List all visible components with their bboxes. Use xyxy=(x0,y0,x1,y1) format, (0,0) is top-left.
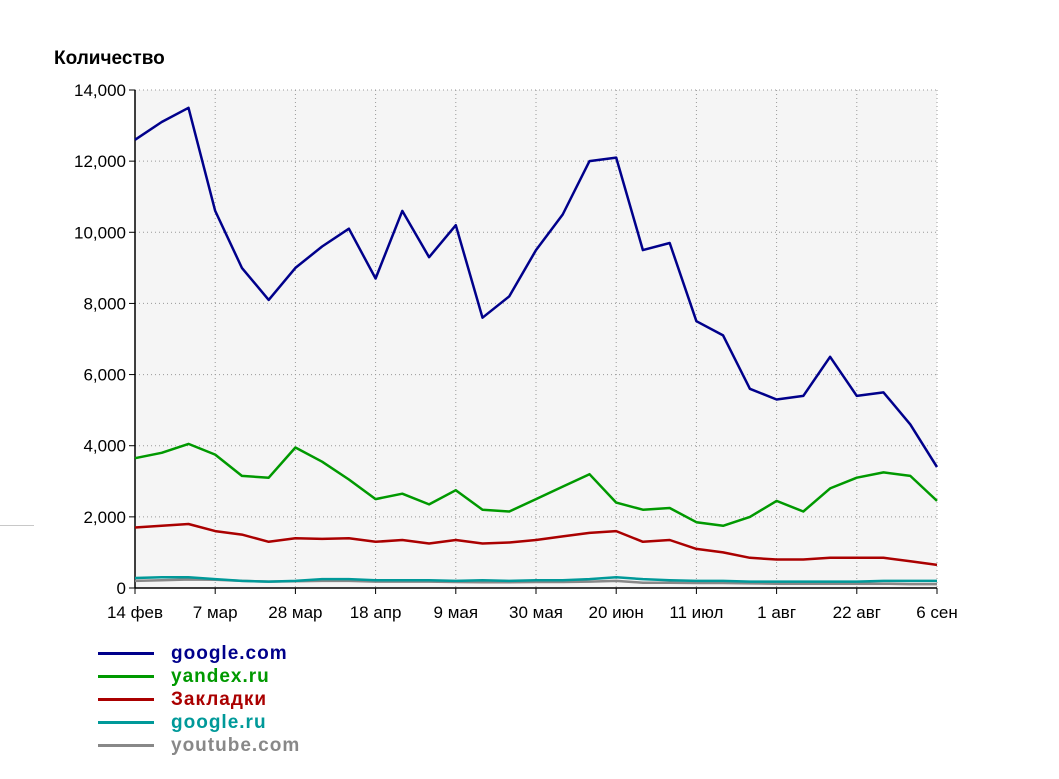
x-tick-label: 7 мар xyxy=(193,603,238,622)
series-line-google.ru xyxy=(134,576,937,583)
series-line-yandex.ru xyxy=(134,442,938,528)
x-tick-label: 14 фев xyxy=(107,603,163,622)
series-line-google.com xyxy=(134,106,939,468)
x-tick-label: 9 мая xyxy=(434,603,479,622)
series-line-Закладки xyxy=(134,522,938,567)
grid-lines xyxy=(135,89,938,588)
legend-label: google.com xyxy=(171,643,288,664)
y-axis-label: Количество xyxy=(54,48,165,69)
legend-label: google.ru xyxy=(171,712,267,733)
x-tick-label: 1 авг xyxy=(757,603,796,622)
legend-label: Закладки xyxy=(171,689,268,710)
y-tick-label: 6,000 xyxy=(83,366,126,385)
legend-swatch xyxy=(98,698,154,701)
x-tick-label: 30 мая xyxy=(509,603,563,622)
legend-item: yandex.ru xyxy=(98,665,300,688)
y-tick-label: 4,000 xyxy=(83,437,126,456)
line-chart: 0 2,000 4,000 6,000 8,000 10,000 12,000 14,000 1… xyxy=(54,48,958,622)
x-tick-label: 6 сен xyxy=(916,603,958,622)
legend-item: Закладки xyxy=(98,688,300,711)
legend-swatch xyxy=(98,744,154,747)
x-tick-label: 18 апр xyxy=(350,603,402,622)
legend-label: youtube.com xyxy=(171,735,301,756)
x-tick-label: 28 мар xyxy=(268,603,322,622)
x-tick-label: 20 июн xyxy=(589,603,644,622)
series-lines xyxy=(134,106,939,586)
y-tick-label: 10,000 xyxy=(74,223,126,242)
legend-swatch xyxy=(98,652,154,655)
legend-item: youtube.com xyxy=(98,734,300,757)
x-tick-label: 22 авг xyxy=(833,603,881,622)
y-tick-label: 2,000 xyxy=(83,508,126,527)
x-tick-label: 11 июл xyxy=(669,603,723,622)
legend-swatch xyxy=(98,721,154,724)
axes: 0 2,000 4,000 6,000 8,000 10,000 12,000 14,000 1… xyxy=(74,81,958,622)
legend: google.com yandex.ru Закладки google.ru yout… xyxy=(98,642,300,757)
y-tick-label: 8,000 xyxy=(83,294,126,313)
stray-divider-line xyxy=(0,525,34,526)
y-tick-label: 0 xyxy=(117,579,126,598)
y-tick-label: 12,000 xyxy=(74,152,126,171)
legend-swatch xyxy=(98,675,154,678)
y-tick-label: 14,000 xyxy=(74,81,126,100)
legend-label: yandex.ru xyxy=(171,666,270,687)
legend-item: google.com xyxy=(98,642,300,665)
legend-item: google.ru xyxy=(98,711,300,734)
